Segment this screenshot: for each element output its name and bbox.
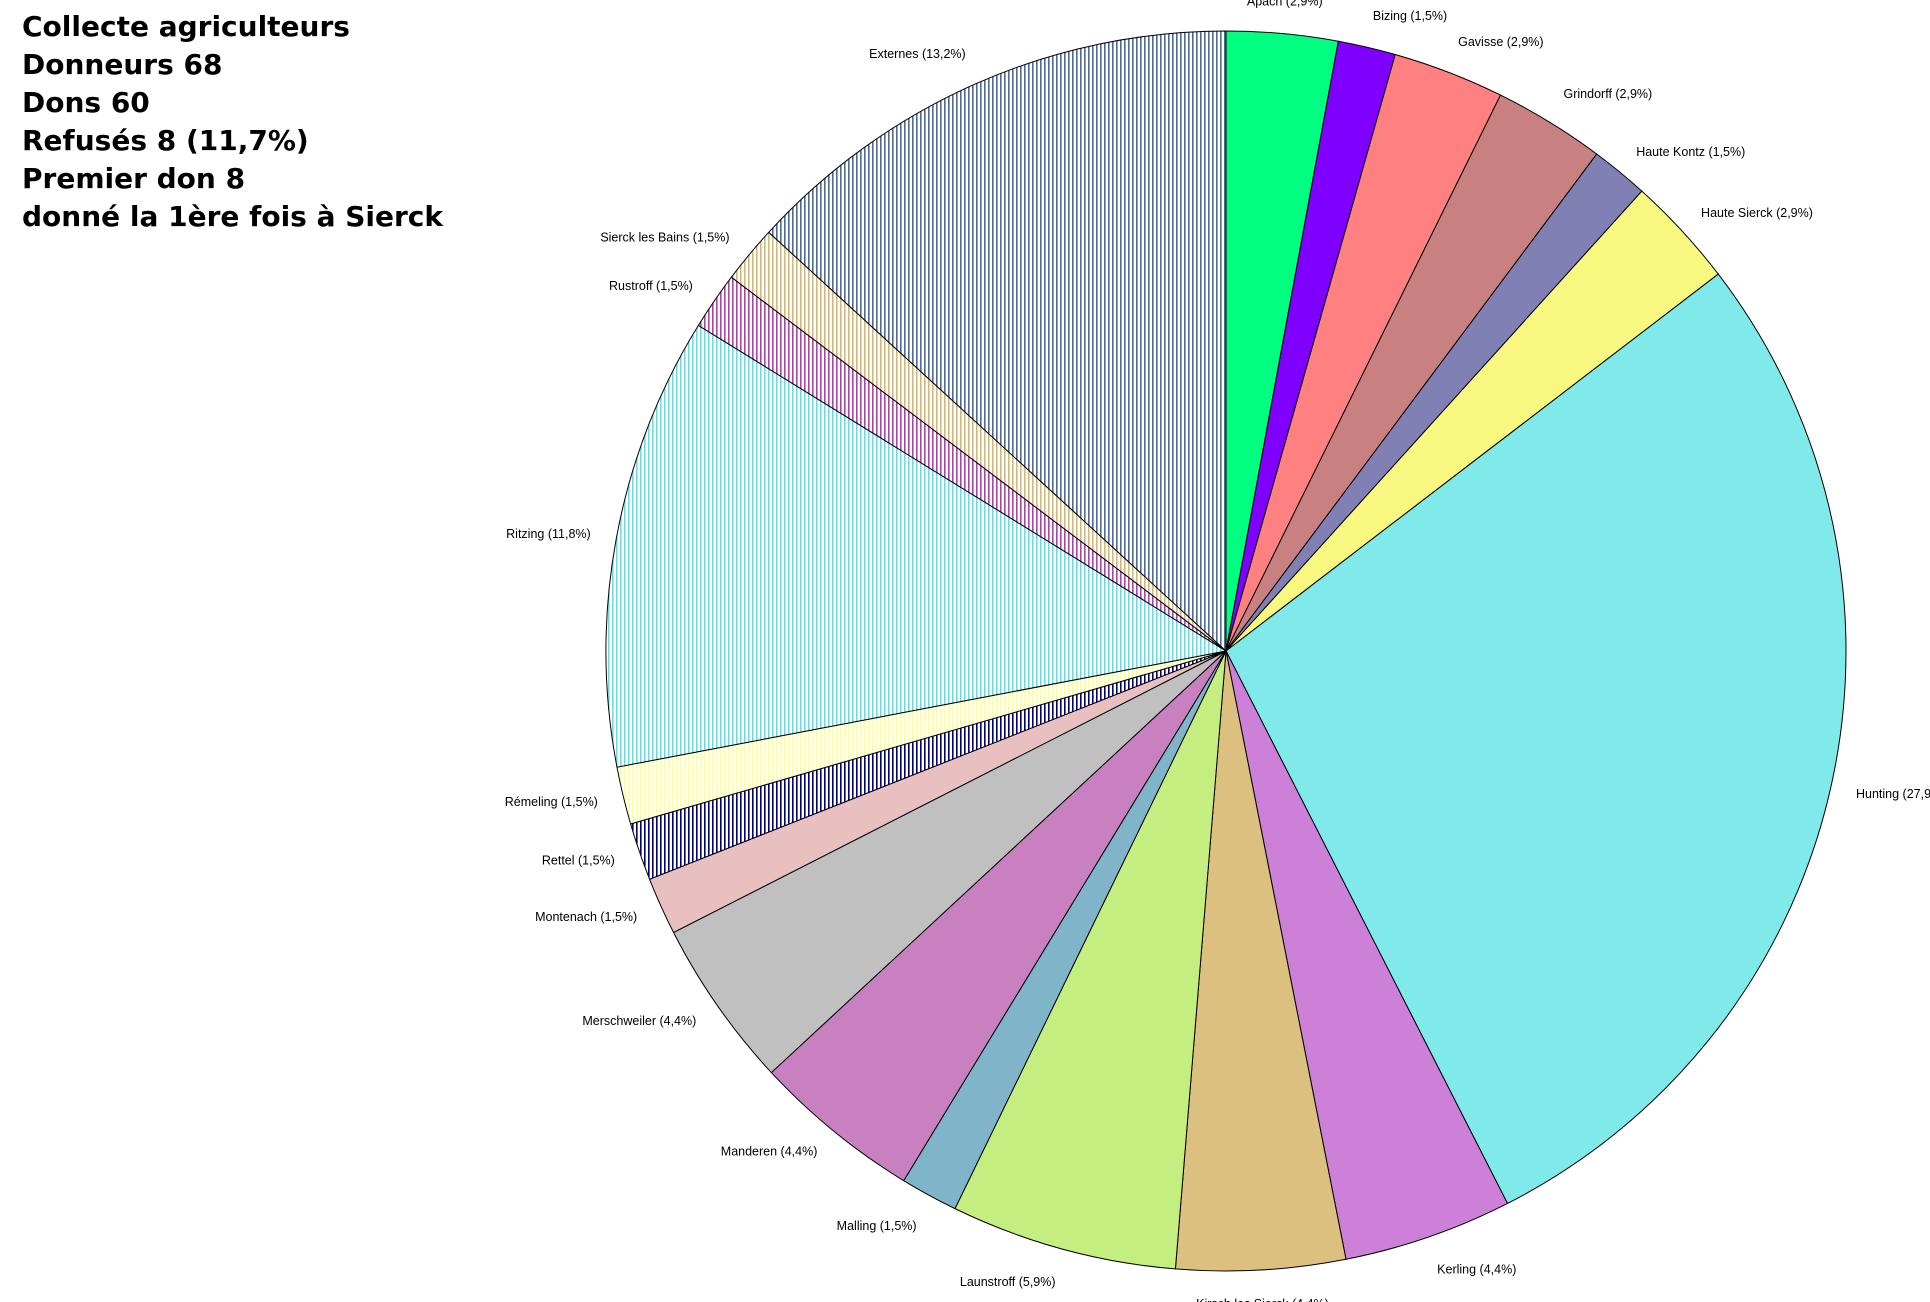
info-premiere-fois: donné la 1ère fois à Sierck bbox=[22, 200, 443, 233]
slice-label-manderen: Manderen (4,4%) bbox=[721, 1144, 818, 1158]
slice-label-bizing: Bizing (1,5%) bbox=[1373, 9, 1447, 23]
info-refuses: Refusés 8 (11,7%) bbox=[22, 124, 309, 157]
pie-slices bbox=[605, 30, 1847, 1272]
info-dons: Dons 60 bbox=[22, 86, 150, 119]
slice-label-haute-sierck: Haute Sierck (2,9%) bbox=[1701, 206, 1813, 220]
slice-label-remeling: Rémeling (1,5%) bbox=[505, 795, 598, 809]
pie-slice-ritzing bbox=[605, 324, 1228, 768]
slice-label-externes: Externes (13,2%) bbox=[869, 47, 966, 61]
slice-label-sierck-les-bains: Sierck les Bains (1,5%) bbox=[600, 231, 729, 245]
slice-label-apach: Apach (2,9%) bbox=[1247, 0, 1323, 9]
slice-label-hunting: Hunting (27,9%) bbox=[1856, 787, 1930, 801]
pie-slice-externes bbox=[768, 30, 1227, 653]
pie-slice-manderen bbox=[770, 650, 1227, 1182]
slice-label-haute-kontz: Haute Kontz (1,5%) bbox=[1636, 145, 1745, 159]
slice-label-merschweiler: Merschweiler (4,4%) bbox=[582, 1014, 696, 1028]
slice-label-malling: Malling (1,5%) bbox=[837, 1219, 917, 1233]
pie-labels: Apach (2,9%) Bizing (1,5%) Gavisse (2,9%) G… bbox=[505, 0, 1930, 1302]
slice-label-gavisse: Gavisse (2,9%) bbox=[1458, 35, 1543, 49]
info-donneurs: Donneurs 68 bbox=[22, 48, 223, 81]
pie-slice-kirsch-les-sierck bbox=[1174, 650, 1347, 1272]
pie-slice-kerling bbox=[1225, 650, 1509, 1260]
slice-label-launstroff: Launstroff (5,9%) bbox=[960, 1275, 1056, 1289]
slice-label-grindorff: Grindorff (2,9%) bbox=[1564, 87, 1653, 101]
slice-label-ritzing: Ritzing (11,8%) bbox=[506, 527, 591, 541]
pie-slice-launstroff bbox=[954, 650, 1227, 1270]
slice-label-rustroff: Rustroff (1,5%) bbox=[609, 279, 693, 293]
pie-slice-hunting bbox=[1225, 273, 1847, 1205]
info-title: Collecte agriculteurs bbox=[22, 10, 350, 43]
slice-label-montenach: Montenach (1,5%) bbox=[535, 910, 637, 924]
pie-slice-merschweiler bbox=[672, 650, 1227, 1074]
slice-label-rettel: Rettel (1,5%) bbox=[542, 853, 615, 867]
info-premier-don: Premier don 8 bbox=[22, 162, 246, 195]
slice-label-kerling: Kerling (4,4%) bbox=[1437, 1263, 1516, 1277]
info-block: Collecte agriculteurs Donneurs 68 Dons 6… bbox=[22, 8, 443, 236]
slice-label-kirsch-les-sierck: Kirsch les Sierck (4,4%) bbox=[1196, 1297, 1329, 1302]
